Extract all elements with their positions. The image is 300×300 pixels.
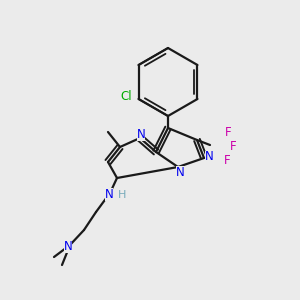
Text: N: N bbox=[64, 239, 72, 253]
Text: F: F bbox=[224, 154, 230, 167]
Text: N: N bbox=[176, 166, 184, 178]
Text: N: N bbox=[105, 188, 113, 200]
Text: N: N bbox=[205, 151, 213, 164]
Text: H: H bbox=[118, 190, 126, 200]
Text: N: N bbox=[136, 128, 146, 140]
Text: F: F bbox=[230, 140, 236, 154]
Text: Cl: Cl bbox=[121, 91, 132, 103]
Text: F: F bbox=[225, 127, 231, 140]
